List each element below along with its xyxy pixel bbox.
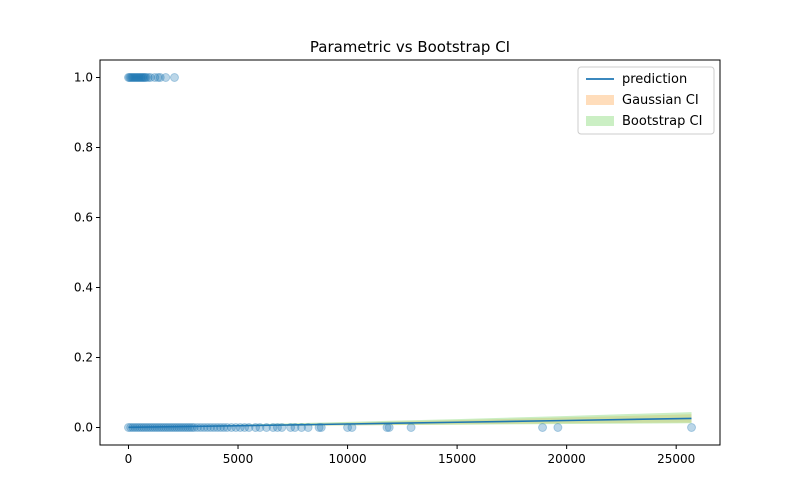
- data-point: [169, 73, 179, 82]
- data-point: [136, 73, 146, 82]
- x-axis: 0 5000 10000 15000 20000 25000: [125, 445, 695, 466]
- legend-swatch-gaussian-ci: [586, 95, 614, 105]
- legend-label-gaussian-ci: Gaussian CI: [622, 93, 699, 108]
- data-point: [176, 423, 186, 432]
- data-point: [192, 423, 202, 432]
- data-point: [384, 423, 394, 432]
- prediction-lines: [128, 417, 692, 429]
- x-tick-label: 5000: [223, 452, 254, 466]
- data-point: [153, 73, 163, 82]
- data-point: [185, 423, 195, 432]
- data-point: [145, 73, 155, 82]
- y-tick-label: 0.2: [74, 351, 93, 365]
- legend: prediction Gaussian CI Bootstrap CI: [577, 66, 715, 135]
- data-point: [687, 423, 697, 432]
- data-point: [174, 423, 184, 432]
- data-point: [128, 73, 138, 82]
- data-point: [406, 423, 416, 432]
- data-point: [189, 423, 199, 432]
- data-point: [553, 423, 563, 432]
- y-tick-label: 1.0: [74, 71, 93, 85]
- data-point: [126, 73, 136, 82]
- data-point: [316, 423, 326, 432]
- data-point: [155, 73, 165, 82]
- data-point: [314, 423, 324, 432]
- plot-frame: [99, 59, 721, 446]
- x-tick-label: 15000: [438, 452, 476, 466]
- data-point: [187, 423, 197, 432]
- data-point: [172, 423, 182, 432]
- prediction-line: [128, 417, 692, 429]
- data-point: [133, 73, 143, 82]
- data-point: [138, 73, 148, 82]
- data-point: [131, 73, 141, 82]
- bootstrap-ci-band: [128, 412, 692, 428]
- data-point: [143, 73, 153, 82]
- data-point: [178, 423, 188, 432]
- data-point: [180, 423, 190, 432]
- data-point: [161, 73, 171, 82]
- data-point: [538, 423, 548, 432]
- data-point: [303, 423, 313, 432]
- y-tick-label: 0.6: [74, 211, 93, 225]
- data-point: [139, 73, 149, 82]
- data-point: [134, 73, 144, 82]
- legend-swatch-bootstrap-ci: [586, 116, 614, 126]
- data-point: [130, 73, 140, 82]
- y-axis: 0.0 0.2 0.4 0.6 0.8 1.0: [74, 71, 100, 435]
- chart-title: Parametric vs Bootstrap CI: [310, 38, 510, 56]
- x-tick-label: 10000: [328, 452, 366, 466]
- y-tick-label: 0.8: [74, 141, 93, 155]
- x-tick-label: 25000: [657, 452, 695, 466]
- data-point: [132, 73, 142, 82]
- legend-label-prediction: prediction: [622, 72, 687, 87]
- y-tick-label: 0.0: [74, 421, 93, 435]
- data-point: [150, 73, 160, 82]
- x-tick-label: 0: [125, 452, 133, 466]
- x-tick-label: 20000: [548, 452, 586, 466]
- data-point: [125, 73, 135, 82]
- y-tick-label: 0.4: [74, 281, 93, 295]
- data-point: [183, 423, 193, 432]
- legend-label-bootstrap-ci: Bootstrap CI: [622, 114, 702, 129]
- data-point: [141, 73, 151, 82]
- data-point: [140, 73, 150, 82]
- data-point: [127, 73, 137, 82]
- data-point: [123, 73, 133, 82]
- data-point: [129, 73, 139, 82]
- data-point: [137, 73, 147, 82]
